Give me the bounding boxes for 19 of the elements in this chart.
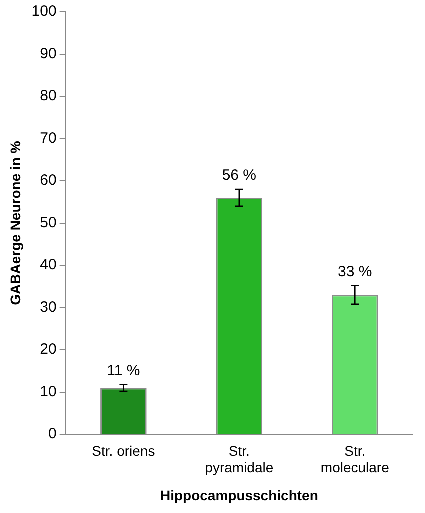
y-tick-label: 90 xyxy=(40,45,57,62)
y-tick-label: 80 xyxy=(40,88,57,105)
y-tick-label: 10 xyxy=(40,383,57,400)
x-tick-label: Str. oriens xyxy=(92,442,156,459)
y-axis-title: GABAerge Neurone in % xyxy=(7,140,24,306)
y-tick-label: 100 xyxy=(32,3,57,20)
x-tick-label: Str. moleculare xyxy=(320,442,390,476)
y-tick-label: 30 xyxy=(40,298,57,316)
y-tick-label: 0 xyxy=(48,426,57,443)
y-tick-label: 60 xyxy=(40,172,57,190)
data-label: 56 % xyxy=(222,167,257,184)
x-tick-label: Str. pyramidale xyxy=(205,442,274,476)
y-tick-label: 20 xyxy=(40,341,57,358)
data-label: 33 % xyxy=(338,263,372,280)
y-tick-label: 50 xyxy=(40,214,57,232)
y-tick-label: 70 xyxy=(40,130,57,147)
x-axis-title: Hippocampusschichten xyxy=(160,487,318,504)
y-tick-label: 40 xyxy=(40,256,57,274)
data-label: 11 % xyxy=(107,362,140,380)
